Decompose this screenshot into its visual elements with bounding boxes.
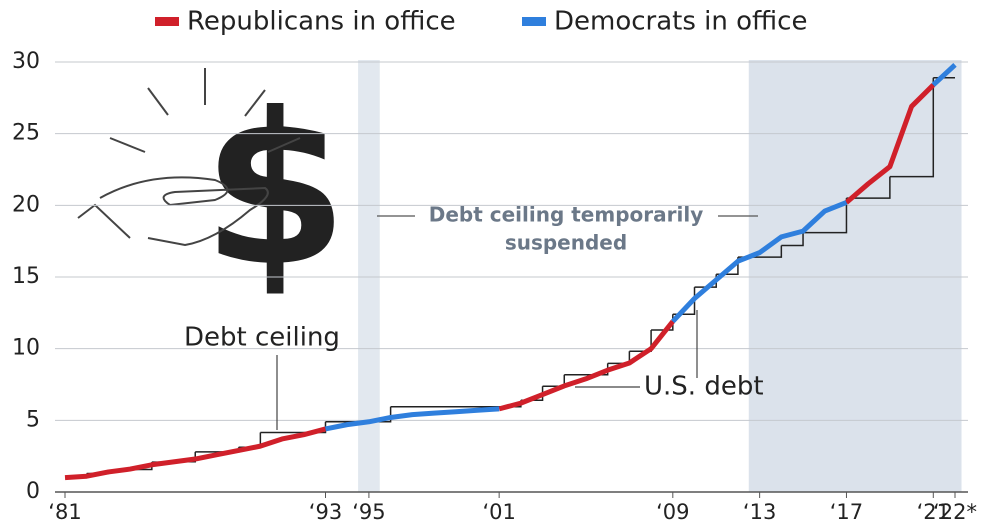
y-tick-label: 10 <box>12 336 40 361</box>
annotation: Debt ceiling <box>184 323 340 353</box>
x-tick-label: ‘22* <box>933 500 977 524</box>
dollar-icon: $ <box>77 68 348 313</box>
x-tick-label: ‘17 <box>830 500 863 524</box>
y-tick-label: 0 <box>26 479 40 504</box>
x-tick-label: ‘01 <box>482 500 515 524</box>
x-tick-label: ‘93 <box>309 500 342 524</box>
x-tick-label: ‘95 <box>352 500 385 524</box>
annotation: U.S. debt <box>644 372 764 402</box>
y-tick-label: 25 <box>12 121 40 146</box>
suspended-band <box>748 60 962 492</box>
suspended-band <box>358 60 380 492</box>
y-tick-label: 30 <box>12 49 40 74</box>
x-tick-label: ‘13 <box>743 500 776 524</box>
legend-label: Democrats in office <box>554 7 807 37</box>
y-tick-label: 15 <box>12 264 40 289</box>
legend-label: Republicans in office <box>187 7 456 37</box>
y-tick-label: 5 <box>26 407 40 432</box>
legend-swatch <box>522 17 546 26</box>
x-tick-label: ‘21 <box>917 500 950 524</box>
annotation: suspended <box>505 231 627 255</box>
y-tick-label: 20 <box>12 192 40 217</box>
debt-line <box>64 83 936 481</box>
legend-swatch <box>155 17 179 26</box>
x-tick-label: ‘09 <box>656 500 689 524</box>
annotation: Debt ceiling temporarily <box>429 203 704 227</box>
debt-line <box>325 63 957 432</box>
x-tick-label: ‘81 <box>48 500 81 524</box>
